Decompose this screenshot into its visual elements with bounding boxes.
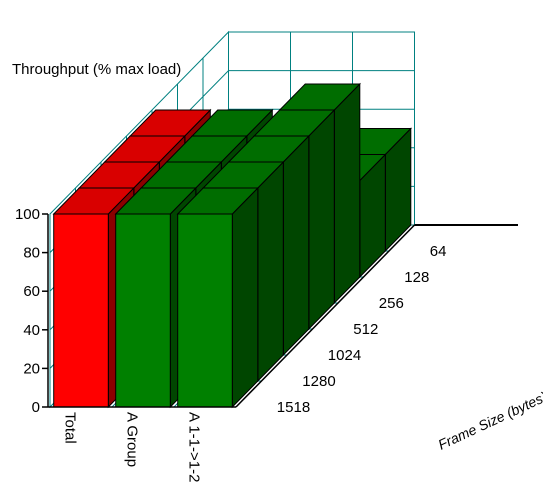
frame-size-axis-label: Frame Size (bytes) [436,388,543,452]
y-tick-label: 100 [15,206,40,223]
y-tick-label: 60 [23,283,40,300]
y-tick-label: 0 [32,399,40,416]
bar [176,186,259,409]
category-label: Total [62,412,79,444]
chart-axes [42,213,518,408]
bar-side [257,160,284,383]
bar-front [115,213,171,408]
y-tick-label: 80 [23,245,40,262]
bar-front [177,213,233,408]
bar-side [333,82,361,305]
category-label: A Group [124,412,141,467]
bar-side [231,186,259,409]
bar-side [282,134,310,357]
bar-front [53,213,109,408]
category-label: A 1-1->1-2 [186,412,203,482]
y-axis-label: Throughput (% max load) [12,61,181,78]
frame-size-label: 1024 [328,347,361,364]
frame-size-label: 256 [379,295,404,312]
y-tick-label: 40 [23,322,40,339]
frame-size-label: 64 [430,243,447,260]
frame-size-label: 512 [353,321,378,338]
depth-axis-line [235,224,416,408]
y-tick-label: 20 [23,360,40,377]
chart-bars [52,82,412,409]
frame-size-label: 1280 [302,373,335,390]
frame-size-label: 1518 [277,399,310,416]
bar-side [308,108,335,331]
frame-size-label: 128 [404,269,429,286]
